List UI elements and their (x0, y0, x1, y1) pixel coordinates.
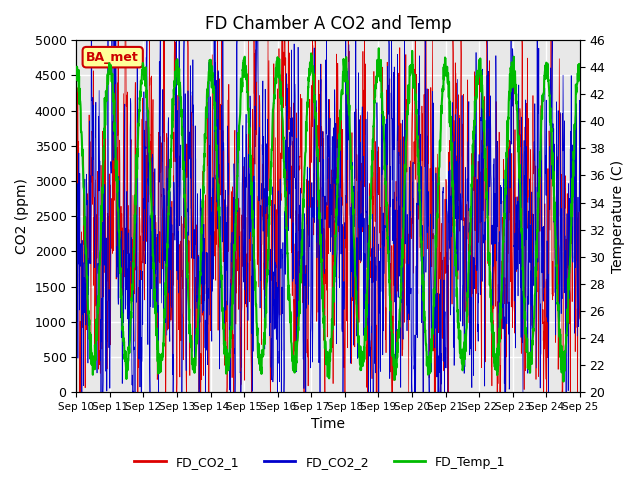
Y-axis label: CO2 (ppm): CO2 (ppm) (15, 178, 29, 254)
Title: FD Chamber A CO2 and Temp: FD Chamber A CO2 and Temp (205, 15, 451, 33)
Text: BA_met: BA_met (86, 51, 139, 64)
Legend: FD_CO2_1, FD_CO2_2, FD_Temp_1: FD_CO2_1, FD_CO2_2, FD_Temp_1 (129, 451, 511, 474)
Y-axis label: Temperature (C): Temperature (C) (611, 159, 625, 273)
X-axis label: Time: Time (311, 418, 345, 432)
